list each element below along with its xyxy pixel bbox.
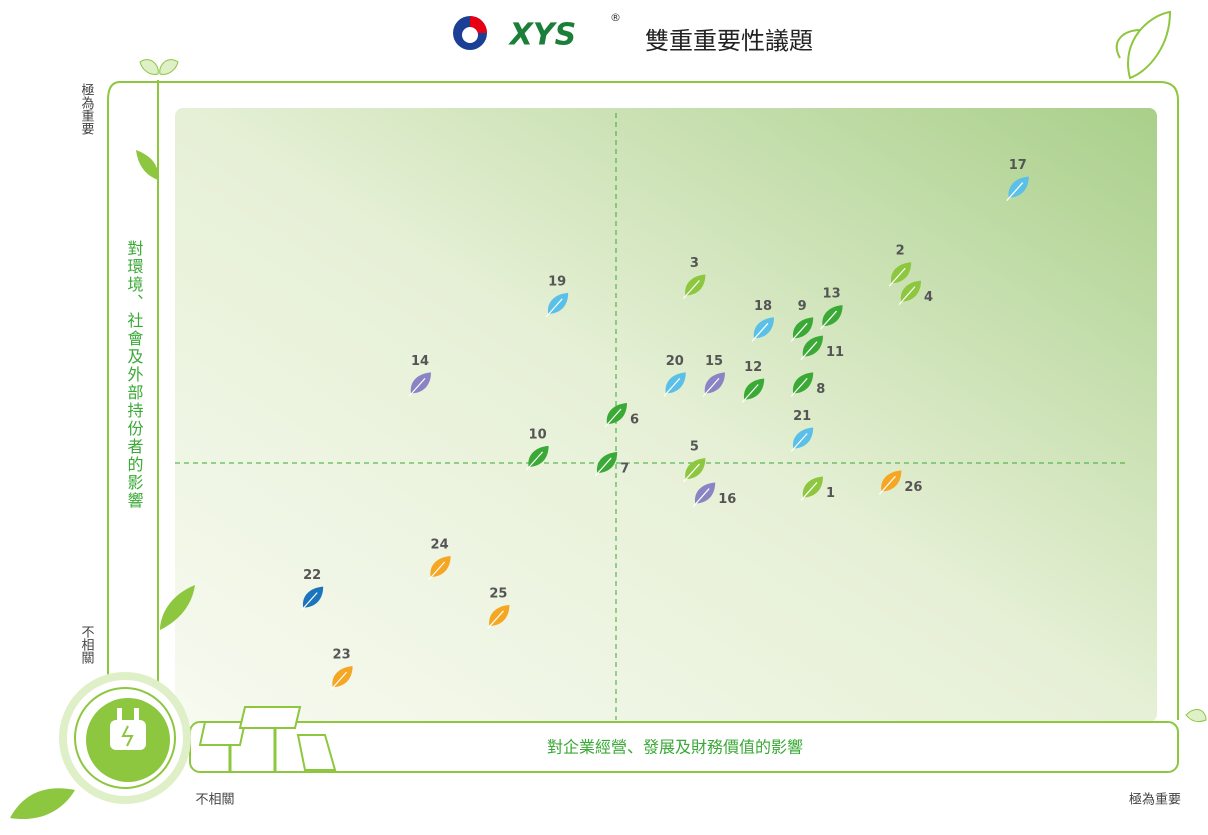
point-label: 10 xyxy=(529,427,547,442)
point-label: 22 xyxy=(303,568,321,583)
y-tick-label: 不相關 xyxy=(79,625,95,664)
point-label: 11 xyxy=(826,345,844,360)
plug-pin xyxy=(134,708,139,721)
point-label: 8 xyxy=(816,382,825,397)
x-tick-label: 極為重要 xyxy=(1129,792,1181,808)
point-label: 1 xyxy=(826,486,835,501)
point-label: 21 xyxy=(793,409,811,424)
page: {"chart_data": {"type": "scatter", "logo… xyxy=(0,0,1208,831)
point-label: 17 xyxy=(1009,158,1027,173)
point-label: 25 xyxy=(489,586,507,601)
decor-leaf xyxy=(10,788,75,819)
chart: XYS ® 雙重重要性議題 對企業經營、發展及財務價值的影響 對環境、社會及外部… xyxy=(0,0,1208,831)
decor-leaf xyxy=(136,150,158,180)
logo-registered: ® xyxy=(610,11,621,24)
point-label: 26 xyxy=(904,480,922,495)
logo-text: XYS xyxy=(508,18,576,53)
point-label: 9 xyxy=(798,299,807,314)
logo-mark xyxy=(462,27,478,43)
x-tick-label: 不相關 xyxy=(195,793,234,808)
plug-pin xyxy=(117,708,122,721)
point-label: 24 xyxy=(431,538,449,553)
point-label: 13 xyxy=(823,287,841,302)
solar-panel xyxy=(200,722,245,745)
point-label: 23 xyxy=(333,648,351,663)
y-tick-label: 極為重要 xyxy=(79,82,95,135)
solar-panel xyxy=(240,707,300,728)
point-label: 14 xyxy=(411,354,429,369)
decor-leaf xyxy=(1128,12,1170,78)
frame xyxy=(108,82,120,690)
point-label: 2 xyxy=(896,244,905,259)
point-label: 6 xyxy=(630,413,639,428)
y-axis-title: 對環境、社會及外部持份者的影響 xyxy=(125,240,144,510)
decor-leaf xyxy=(140,60,178,75)
point-label: 12 xyxy=(744,360,762,375)
point-label: 3 xyxy=(690,256,699,271)
point-label: 18 xyxy=(754,299,772,314)
x-axis-title: 對企業經營、發展及財務價值的影響 xyxy=(547,738,803,757)
point-label: 7 xyxy=(620,461,629,476)
point-label: 16 xyxy=(718,492,736,507)
point-label: 15 xyxy=(705,354,723,369)
point-label: 19 xyxy=(548,274,566,289)
point-label: 4 xyxy=(924,290,933,305)
chart-title: 雙重重要性議題 xyxy=(645,27,813,55)
plot-area xyxy=(175,108,1157,722)
point-label: 20 xyxy=(666,354,684,369)
point-label: 5 xyxy=(690,440,699,455)
decor-leaf xyxy=(1186,710,1206,722)
